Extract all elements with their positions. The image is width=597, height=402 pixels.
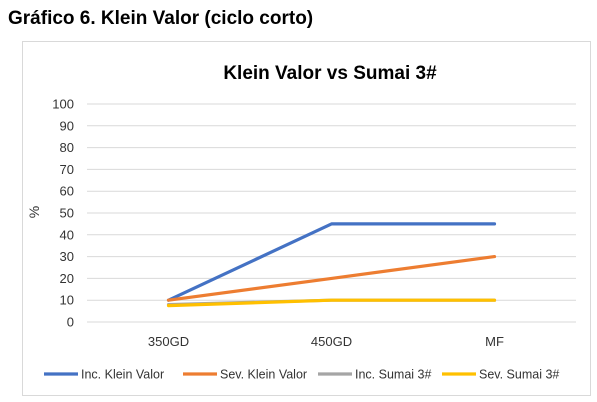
y-tick-label: 70 (60, 162, 74, 177)
y-tick-label: 90 (60, 118, 74, 133)
legend: Inc. Klein Valor Sev. Klein Valor Inc. Sum… (44, 368, 559, 382)
y-tick-label: 80 (60, 140, 74, 155)
y-tick-label: 100 (52, 97, 74, 112)
series-lines (166, 222, 497, 308)
y-axis-label: % (26, 206, 42, 218)
series-line (166, 222, 497, 302)
y-axis-ticks: 0 10 20 30 40 50 60 70 80 90 100 (52, 97, 74, 330)
y-tick-label: 60 (60, 184, 74, 199)
y-tick-label: 30 (60, 249, 74, 264)
legend-label: Inc. Klein Valor (81, 368, 164, 382)
x-axis-ticks: 350GD 450GD MF (148, 334, 504, 349)
y-tick-label: 40 (60, 227, 74, 242)
x-tick-label: 350GD (148, 334, 189, 349)
chart-frame (22, 41, 591, 396)
series-line (166, 298, 497, 308)
y-tick-label: 20 (60, 271, 74, 286)
x-tick-label: MF (485, 334, 504, 349)
legend-label: Sev. Klein Valor (220, 368, 307, 382)
legend-label: Sev. Sumai 3# (479, 368, 559, 382)
gridlines (87, 103, 576, 323)
y-tick-label: 10 (60, 293, 74, 308)
x-tick-label: 450GD (311, 334, 352, 349)
y-tick-label: 0 (67, 315, 74, 330)
legend-label: Inc. Sumai 3# (355, 368, 431, 382)
figure-caption: Gráfico 6. Klein Valor (ciclo corto) (8, 8, 314, 29)
y-tick-label: 50 (60, 206, 74, 221)
series-line (166, 255, 497, 302)
chart-title: Klein Valor vs Sumai 3# (223, 63, 437, 84)
